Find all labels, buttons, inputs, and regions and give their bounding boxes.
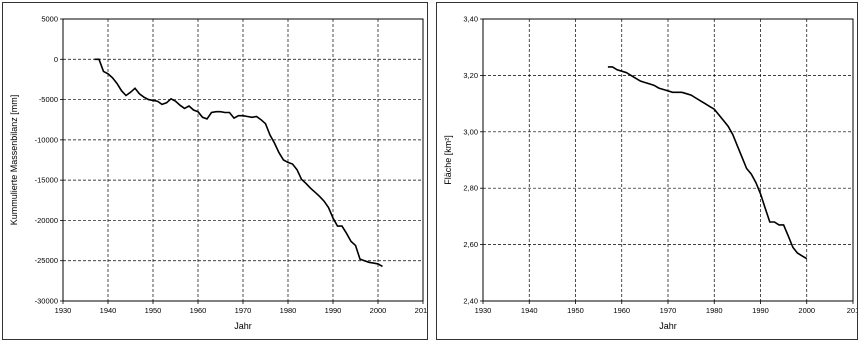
x-tick-label: 1930 (55, 306, 72, 315)
x-tick-label: 201 (847, 306, 857, 315)
y-axis-label: Fläche [km²] (443, 135, 453, 185)
x-tick-label: 1950 (145, 306, 162, 315)
y-tick-label: 2,40 (463, 297, 478, 306)
x-tick-label: 1960 (190, 306, 207, 315)
x-tick-label: 1930 (475, 306, 492, 315)
x-axis-label: Jahr (234, 321, 252, 331)
grid-lines (63, 19, 423, 301)
y-tick-label: 2,80 (463, 184, 478, 193)
y-tick-label: 3,00 (463, 127, 478, 136)
y-tick-label: -10000 (35, 135, 58, 144)
x-tick-label: 1970 (660, 306, 677, 315)
x-tick-label: 1950 (567, 306, 584, 315)
x-tick-label: 2000 (798, 306, 815, 315)
x-tick-label: 1970 (235, 306, 252, 315)
x-tick-label: 1980 (706, 306, 723, 315)
x-tick-label: 1980 (280, 306, 297, 315)
tick-labels: 1930 1940 1950 1960 1970 1980 1990 2000 201 3,40 3… (463, 15, 857, 316)
mass-balance-chart: 1930 1940 1950 1960 1970 1980 1990 2000 2010 5000… (9, 15, 427, 332)
y-tick-label: 3,20 (463, 71, 478, 80)
y-tick-label: 3,40 (463, 15, 478, 24)
series-line (607, 66, 808, 260)
area-chart: 1930 1940 1950 1960 1970 1980 1990 2000 201 3,40 3… (443, 15, 857, 332)
grid-lines (483, 19, 853, 301)
tick-labels: 1930 1940 1950 1960 1970 1980 1990 2000 2010 5000… (35, 15, 427, 316)
y-tick-label: -20000 (35, 216, 58, 225)
x-tick-label: 1960 (613, 306, 630, 315)
x-tick-label: 1940 (100, 306, 117, 315)
y-axis-label: Kummulierte Massenbilanz [mm] (9, 95, 19, 226)
x-tick-label: 2010 (415, 306, 427, 315)
x-tick-label: 1940 (521, 306, 538, 315)
y-tick-label: -15000 (35, 176, 58, 185)
y-tick-label: -30000 (35, 297, 58, 306)
x-axis-label: Jahr (659, 321, 677, 331)
right-chart-panel: 1930 1940 1950 1960 1970 1980 1990 2000 201 3,40 3… (436, 2, 858, 340)
series-line (94, 58, 383, 268)
y-tick-label: 2,60 (463, 240, 478, 249)
y-tick-label: -5000 (39, 95, 58, 104)
y-tick-label: 5000 (41, 15, 58, 24)
x-tick-label: 1990 (752, 306, 769, 315)
y-tick-label: -25000 (35, 256, 58, 265)
y-tick-label: 0 (54, 55, 58, 64)
x-tick-label: 1990 (325, 306, 342, 315)
x-tick-label: 2000 (370, 306, 387, 315)
left-chart-panel: 1930 1940 1950 1960 1970 1980 1990 2000 2010 5000… (2, 2, 428, 340)
